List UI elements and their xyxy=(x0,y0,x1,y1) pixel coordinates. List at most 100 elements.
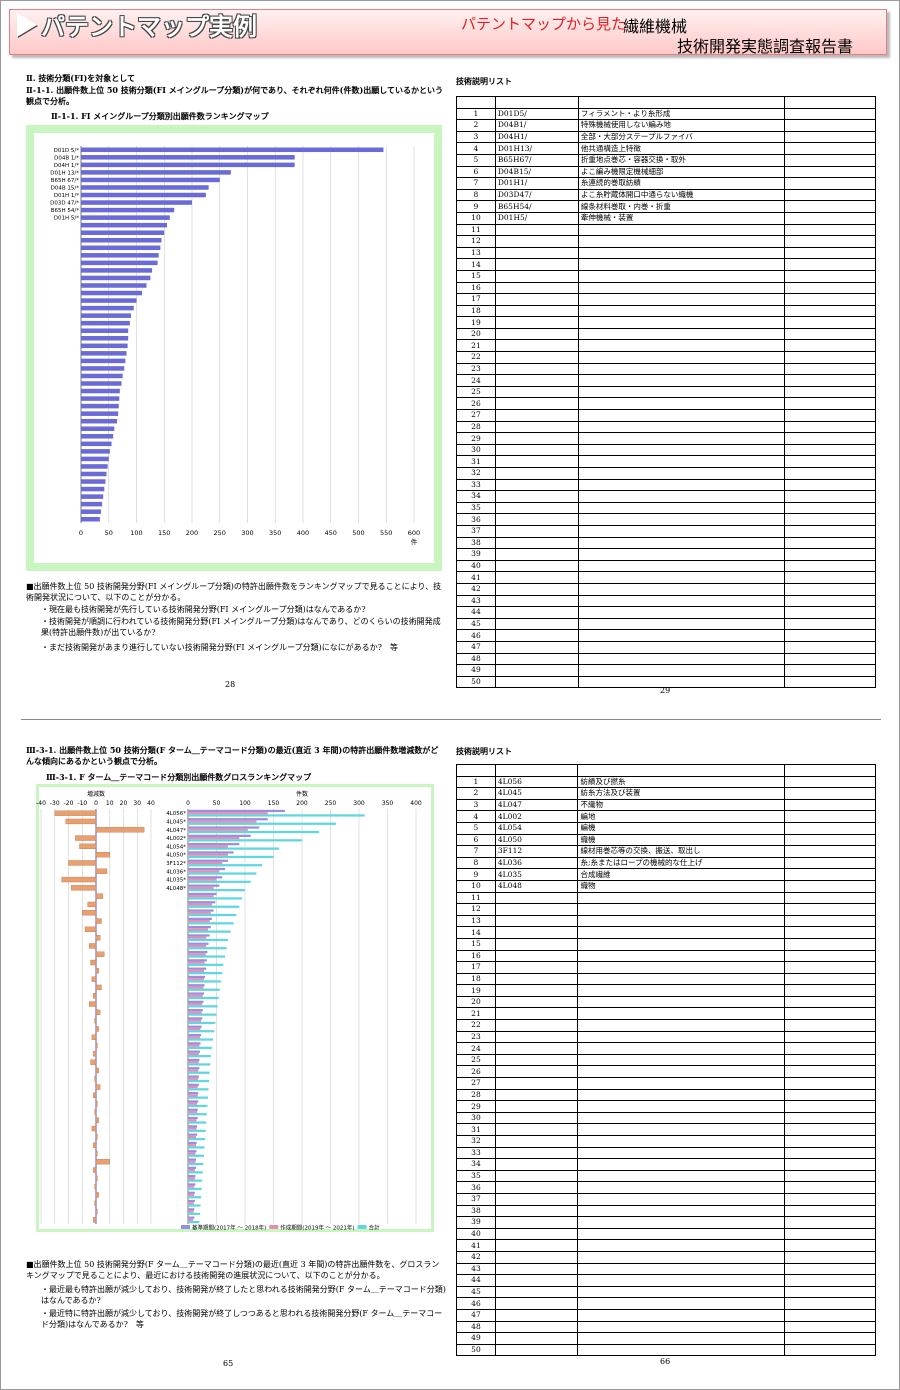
table-row: 23 xyxy=(456,362,877,376)
table-cell xyxy=(577,467,785,480)
bar xyxy=(81,418,118,424)
bar xyxy=(81,237,162,243)
bar xyxy=(188,1038,214,1041)
table-cell: 47 xyxy=(456,1308,496,1322)
table-cell: 不織物 xyxy=(577,798,785,812)
table-cell: 15 xyxy=(456,937,496,951)
table-row: 43 xyxy=(456,1262,877,1276)
y-tick-label: 4L050* xyxy=(166,853,186,859)
table-cell xyxy=(783,455,877,468)
bar xyxy=(93,1217,97,1223)
table-row: 38 xyxy=(456,536,877,550)
table-cell: 36 xyxy=(456,513,496,526)
table-cell xyxy=(494,1320,579,1334)
table-cell: 50 xyxy=(456,675,496,689)
header-report: 技術開発実態調査報告書 xyxy=(677,37,854,56)
table-cell: 35 xyxy=(456,501,496,515)
table-row: 27 xyxy=(456,409,877,422)
bar xyxy=(81,479,106,484)
table-row: 1 D01D5/フィラメント・より糸形成 xyxy=(456,107,877,121)
table-row: 3 D04H1/全部・大部分ステープルファイバ xyxy=(456,130,877,144)
table-cell: 4L048 xyxy=(494,879,579,893)
table-row: 39 xyxy=(456,548,877,561)
table-cell: 糸;糸またはロープの機械的な仕上げ xyxy=(577,856,785,870)
bar xyxy=(81,222,168,228)
table-cell xyxy=(577,1239,785,1252)
bar xyxy=(188,892,217,896)
bar xyxy=(188,1113,207,1116)
table-cell xyxy=(783,490,877,503)
table-cell xyxy=(577,223,785,237)
table-cell xyxy=(783,269,877,283)
table-cell: 牽伸機械・装置 xyxy=(577,211,785,225)
table-cell: 8 xyxy=(456,188,496,202)
bar xyxy=(188,1212,200,1215)
bar xyxy=(188,917,212,920)
table-cell: 24 xyxy=(456,1042,496,1055)
table-cell: 30 xyxy=(456,443,496,457)
table-row: 41 xyxy=(456,1239,877,1252)
bar xyxy=(188,1146,205,1149)
bar xyxy=(188,1063,211,1066)
table-cell xyxy=(577,1274,785,1287)
table-row: 42 xyxy=(456,582,877,596)
table-cell: 12 xyxy=(456,903,496,916)
bar xyxy=(188,1199,195,1203)
table-cell xyxy=(494,1158,579,1171)
bar xyxy=(188,1202,194,1205)
table-cell: 編地 xyxy=(577,810,785,823)
table-cell xyxy=(783,775,877,789)
y-tick-label: D03D 47/* xyxy=(50,201,79,207)
table-cell: 5 xyxy=(456,153,496,167)
bar xyxy=(81,449,110,454)
table-cell: B65H54/ xyxy=(494,200,579,213)
table-cell xyxy=(494,903,579,916)
table-cell: 紡糸方法及び装置 xyxy=(577,787,785,800)
table-cell xyxy=(494,1100,579,1113)
table-row: 11 xyxy=(456,223,877,237)
table-row: 1 4L056 紡績及び撚糸 xyxy=(456,775,877,789)
table-cell xyxy=(494,914,579,928)
table-cell: 30 xyxy=(456,1111,496,1125)
y-tick-label: D01H 5/* xyxy=(54,216,79,222)
table-cell: 4L047 xyxy=(494,798,579,812)
bar xyxy=(79,843,97,849)
x-tick-label: 30 xyxy=(133,800,141,807)
bar xyxy=(188,1175,196,1178)
table-cell xyxy=(577,652,785,666)
table-cell: 49 xyxy=(456,664,496,677)
table-cell xyxy=(783,652,877,666)
bar xyxy=(81,275,151,281)
bar xyxy=(188,859,228,862)
table-cell: D04B15/ xyxy=(494,165,579,179)
table-cell: 20 xyxy=(456,327,496,341)
table-cell xyxy=(783,1274,877,1287)
bar xyxy=(81,230,165,235)
bar xyxy=(188,1021,216,1025)
table-cell xyxy=(783,984,877,997)
bar xyxy=(95,1101,98,1107)
bar xyxy=(81,441,112,447)
table-cell xyxy=(783,798,877,812)
table-cell: 50 xyxy=(456,1343,496,1357)
table-cell xyxy=(783,1204,877,1218)
y-tick-label: D01D 5/* xyxy=(54,148,80,154)
table-cell: 3F112 xyxy=(494,845,579,858)
table-cell xyxy=(494,1204,579,1218)
bar xyxy=(94,1018,97,1024)
table-cell xyxy=(783,1285,877,1299)
y-tick-label: D04H 1/* xyxy=(54,163,79,169)
table-cell: 38 xyxy=(456,1204,496,1218)
table-row: 36 xyxy=(456,1181,877,1194)
table-cell: B65H67/ xyxy=(494,153,579,167)
table-cell xyxy=(577,1343,785,1357)
table-row: 8 4L036 糸;糸またはロープの機械的な仕上げ xyxy=(456,856,877,870)
bar xyxy=(188,1002,203,1006)
table-cell: 4L056 xyxy=(494,775,579,789)
chart: -40 -30 -20 -10 0 10 20 30 40 増減数 0 50 100 150 200 250 3… xyxy=(36,784,434,1232)
x-tick-label: 100 xyxy=(239,800,251,807)
bar xyxy=(188,1138,206,1141)
table-cell xyxy=(783,1077,877,1090)
table-cell xyxy=(494,995,579,1009)
